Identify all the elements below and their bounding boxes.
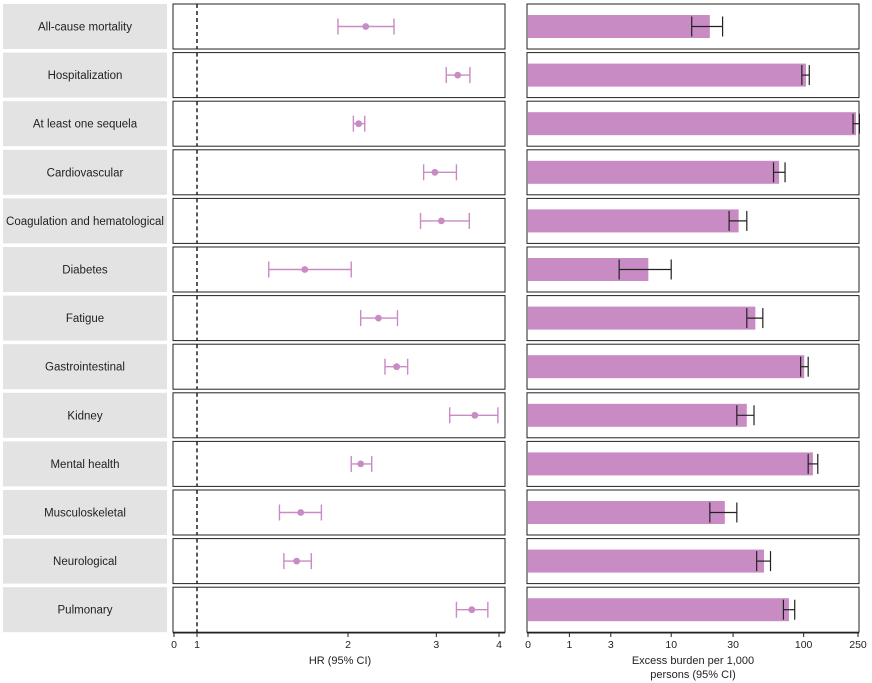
- eb-tick-label: 100: [795, 639, 813, 651]
- hr-point: [468, 606, 476, 614]
- eb-bar: [528, 355, 805, 379]
- row-label-box: [3, 538, 167, 584]
- row-label: Neurological: [53, 556, 117, 568]
- row-label-box: [3, 101, 167, 147]
- eb-bar: [528, 549, 764, 573]
- hr-point: [375, 314, 382, 322]
- hr-point: [301, 266, 309, 273]
- hr-point: [297, 509, 305, 516]
- hr-point: [431, 168, 439, 176]
- hr-tick-label: 2: [345, 639, 351, 651]
- hr-point: [362, 23, 370, 30]
- hr-panel-box: [172, 295, 506, 342]
- row-label: Musculoskeletal: [44, 508, 126, 520]
- hr-axis-title: HR (95% CI): [309, 655, 371, 667]
- hr-point: [471, 411, 479, 419]
- row-label-box: [3, 4, 167, 49]
- eb-bar: [528, 15, 710, 38]
- row-label: Mental health: [50, 459, 119, 471]
- row-label: Fatigue: [66, 313, 104, 325]
- hr-point: [393, 363, 401, 371]
- hr-point: [293, 557, 301, 565]
- row-label: Coagulation and hematological: [6, 216, 164, 228]
- hr-panel-box: [172, 586, 506, 633]
- excess-burden-axis: 0 1 3 10 30 100 250: [525, 632, 867, 651]
- row-label: Cardiovascular: [47, 167, 124, 179]
- row-label-box: [3, 149, 167, 195]
- eb-tick-label: 3: [608, 639, 614, 651]
- hr-tick-label: 3: [433, 639, 439, 651]
- eb-tick-label: 10: [665, 639, 677, 651]
- row-label-box: [3, 490, 167, 535]
- hr-point: [454, 71, 462, 79]
- eb-bar: [528, 306, 756, 330]
- row-label-box: [3, 344, 167, 390]
- hr-panel-box: [172, 489, 506, 536]
- hr-axis: 0 1 2 3 4: [171, 632, 505, 651]
- rows-layer: All-cause mortality Hospitalization At lea…: [3, 3, 861, 633]
- hr-point: [437, 217, 445, 225]
- row-label: Kidney: [67, 410, 102, 422]
- row-label-box: [3, 247, 167, 292]
- excess-burden-axis-title-line-2: persons (95% CI): [650, 669, 736, 681]
- row-label: Hospitalization: [48, 70, 123, 82]
- hr-panel-box: [172, 100, 506, 147]
- row-label-box: [3, 441, 167, 487]
- hr-point: [357, 460, 365, 468]
- hr-panel-box: [172, 538, 506, 585]
- row-label-box: [3, 52, 167, 98]
- hr-panel-box: [172, 343, 506, 390]
- eb-bar: [528, 63, 806, 87]
- hr-tick-label: 0: [171, 639, 177, 651]
- row-label-box: [3, 198, 167, 244]
- eb-bar: [528, 160, 780, 184]
- row-label: Gastrointestinal: [45, 362, 125, 374]
- eb-bar: [528, 209, 739, 233]
- eb-tick-label: 1: [566, 639, 572, 651]
- hr-point: [355, 120, 363, 128]
- excess-burden-axis-title-line-1: Excess burden per 1,000: [632, 655, 754, 667]
- row-label-box: [3, 295, 167, 341]
- hr-tick-label: 4: [496, 639, 502, 651]
- eb-bar: [528, 501, 725, 524]
- row-label-box: [3, 392, 167, 438]
- row-label: Diabetes: [62, 265, 108, 277]
- row-label: Pulmonary: [58, 605, 113, 617]
- eb-bar: [528, 452, 813, 476]
- eb-tick-label: 250: [849, 639, 867, 651]
- eb-bar: [528, 112, 857, 136]
- eb-bar: [528, 598, 789, 622]
- row-label: All-cause mortality: [38, 22, 132, 34]
- eb-bar: [528, 403, 747, 427]
- eb-bar: [528, 258, 649, 281]
- row-label-box: [3, 587, 167, 633]
- row-label: At least one sequela: [33, 119, 138, 131]
- hr-tick-label: 1: [194, 639, 200, 651]
- hr-panel-box: [172, 440, 506, 487]
- eb-tick-label: 30: [727, 639, 739, 651]
- hr-panel-box: [172, 197, 506, 244]
- eb-tick-label: 0: [525, 639, 531, 651]
